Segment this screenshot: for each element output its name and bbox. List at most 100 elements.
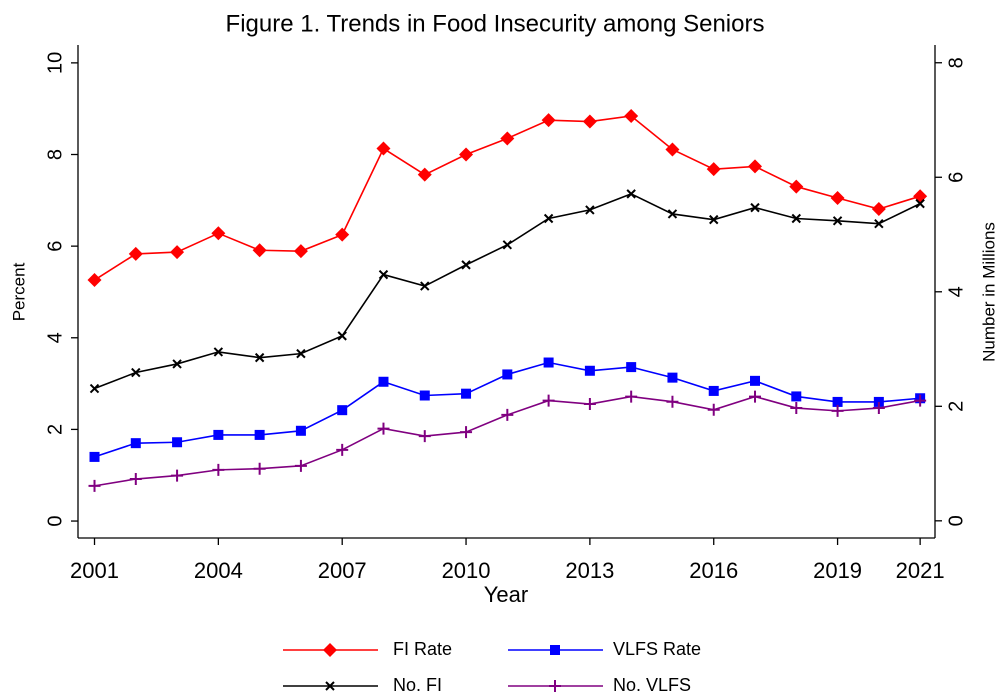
marker-x (172, 359, 182, 369)
marker-x (89, 383, 100, 394)
marker-square (791, 391, 802, 402)
marker-square (295, 425, 306, 436)
marker-plus (501, 408, 514, 421)
x-tick-label: 2021 (896, 558, 945, 583)
marker-diamond (335, 227, 350, 242)
x-tick-label: 2013 (565, 558, 614, 583)
marker-square (708, 385, 719, 396)
legend-item: FI Rate (283, 639, 452, 659)
marker-diamond (293, 244, 308, 259)
marker-square (550, 645, 560, 655)
marker-plus (336, 443, 349, 456)
marker-x (325, 681, 335, 691)
marker-plus (549, 680, 561, 692)
marker-square (584, 365, 595, 376)
y2-tick-label: 0 (945, 515, 967, 526)
marker-diamond (582, 114, 597, 129)
marker-x (254, 352, 265, 363)
marker-x (915, 198, 925, 209)
marker-plus (88, 479, 101, 492)
marker-x (709, 214, 719, 225)
marker-diamond (252, 243, 267, 258)
marker-x (874, 218, 884, 229)
marker-x (337, 331, 347, 341)
marker-diamond (871, 202, 886, 217)
x-tick-label: 2016 (689, 558, 738, 583)
y-tick-label: 6 (44, 241, 66, 252)
marker-square (213, 429, 224, 440)
marker-plus (583, 398, 596, 411)
marker-diamond (706, 162, 721, 177)
marker-square (378, 376, 389, 387)
y2-tick-label: 4 (945, 286, 967, 297)
marker-plus (418, 430, 431, 443)
y-tick-label: 4 (44, 332, 66, 343)
series-line (94, 193, 921, 390)
marker-plus (129, 473, 142, 486)
legend-label: No. FI (393, 675, 442, 695)
marker-x (543, 213, 554, 224)
marker-x (791, 213, 802, 224)
marker-x (502, 240, 513, 250)
marker-diamond (913, 189, 928, 204)
y2-axis-label: Number in Millions (979, 222, 998, 362)
x-tick-label: 2007 (318, 558, 367, 583)
marker-square (461, 388, 472, 399)
marker-square (419, 390, 430, 401)
marker-x (626, 189, 636, 199)
y-tick-label: 2 (44, 424, 66, 435)
x-tick-label: 2004 (194, 558, 243, 583)
marker-x (420, 281, 430, 291)
marker-square (750, 375, 761, 386)
x-tick-label: 2019 (813, 558, 862, 583)
marker-diamond (541, 113, 556, 128)
marker-plus (872, 402, 885, 415)
marker-diamond (789, 179, 804, 194)
marker-plus (914, 394, 927, 407)
legend-label: No. VLFS (613, 675, 691, 695)
marker-plus (171, 469, 184, 482)
marker-plus (542, 394, 555, 407)
marker-plus (831, 404, 844, 417)
marker-square (89, 451, 100, 462)
marker-diamond (211, 226, 226, 241)
marker-x (750, 202, 760, 213)
marker-plus (749, 390, 762, 403)
marker-plus (377, 422, 390, 435)
y-tick-label: 0 (44, 515, 66, 526)
marker-square (130, 438, 141, 449)
marker-square (626, 362, 637, 373)
marker-x (461, 260, 471, 270)
marker-square (832, 396, 843, 407)
marker-diamond (417, 167, 432, 182)
marker-square (543, 357, 554, 368)
marker-x (667, 209, 678, 219)
legend-item: No. VLFS (508, 675, 691, 695)
marker-plus (666, 395, 679, 408)
marker-plus (460, 426, 473, 439)
marker-diamond (748, 159, 763, 174)
marker-diamond (500, 131, 515, 146)
legend-label: FI Rate (393, 639, 452, 659)
marker-square (502, 369, 513, 380)
marker-x (585, 205, 595, 215)
legend-label: VLFS Rate (613, 639, 701, 659)
y2-tick-label: 2 (945, 401, 967, 412)
marker-square (172, 437, 183, 448)
legend-item: No. FI (283, 675, 442, 695)
marker-diamond (376, 141, 391, 156)
y-tick-label: 8 (44, 149, 66, 160)
y2-tick-label: 8 (945, 57, 967, 68)
marker-diamond (170, 245, 185, 260)
marker-diamond (665, 142, 680, 157)
marker-diamond (459, 147, 474, 162)
marker-x (378, 269, 389, 280)
marker-plus (212, 463, 225, 476)
y2-tick-label: 6 (945, 172, 967, 183)
marker-x (832, 216, 843, 226)
marker-square (873, 396, 884, 407)
y-axis-label: Percent (9, 262, 28, 321)
marker-square (337, 405, 348, 416)
marker-plus (790, 402, 803, 415)
marker-plus (253, 462, 266, 475)
